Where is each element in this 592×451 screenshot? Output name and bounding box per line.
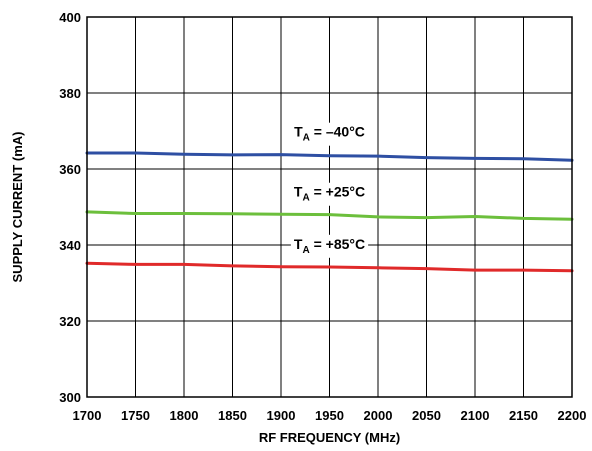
series-label-background bbox=[291, 122, 368, 146]
series-label-text: TA = –40°C bbox=[294, 124, 365, 144]
series-line bbox=[85, 151, 574, 162]
series-label-background bbox=[290, 182, 369, 206]
x-axis-title: RF FREQUENCY (MHz) bbox=[259, 430, 400, 445]
series-label: TA = +85°C bbox=[290, 234, 369, 258]
x-tick-label: 1800 bbox=[170, 408, 199, 423]
series-label: TA = –40°C bbox=[291, 122, 368, 146]
series-lines bbox=[85, 151, 574, 273]
y-tick-label: 320 bbox=[59, 314, 81, 329]
x-tick-label: 2000 bbox=[364, 408, 393, 423]
x-tick-label: 1850 bbox=[218, 408, 247, 423]
x-tick-label: 2050 bbox=[412, 408, 441, 423]
series-label-text: TA = +25°C bbox=[294, 184, 365, 204]
y-tick-label: 300 bbox=[59, 390, 81, 405]
y-tick-label: 340 bbox=[59, 238, 81, 253]
x-tick-labels: 1700 1750 1800 1850 1900 1950 2000 2050 2100 2150… bbox=[73, 408, 587, 423]
series-line bbox=[85, 261, 574, 273]
series-line bbox=[85, 210, 574, 221]
x-tick-label: 2200 bbox=[558, 408, 587, 423]
x-tick-label: 1750 bbox=[121, 408, 150, 423]
y-tick-label: 400 bbox=[59, 10, 81, 25]
series-labels: TA = –40°C TA = +25°C TA = +85°C bbox=[290, 122, 369, 258]
series-label-background bbox=[290, 234, 369, 258]
series-label: TA = +25°C bbox=[290, 182, 369, 206]
x-tick-label: 2100 bbox=[461, 408, 490, 423]
series-label-text: TA = +85°C bbox=[294, 236, 365, 256]
y-tick-labels: 300 320 340 360 380 400 bbox=[59, 10, 81, 405]
x-tick-label: 1950 bbox=[315, 408, 344, 423]
plot-frame bbox=[86, 16, 573, 398]
x-tick-label: 1700 bbox=[73, 408, 102, 423]
y-tick-label: 360 bbox=[59, 162, 81, 177]
y-axis-title: SUPPLY CURRENT (mA) bbox=[10, 132, 25, 283]
grid bbox=[87, 17, 572, 397]
x-tick-label: 2150 bbox=[509, 408, 538, 423]
y-tick-label: 380 bbox=[59, 86, 81, 101]
x-tick-label: 1900 bbox=[267, 408, 296, 423]
